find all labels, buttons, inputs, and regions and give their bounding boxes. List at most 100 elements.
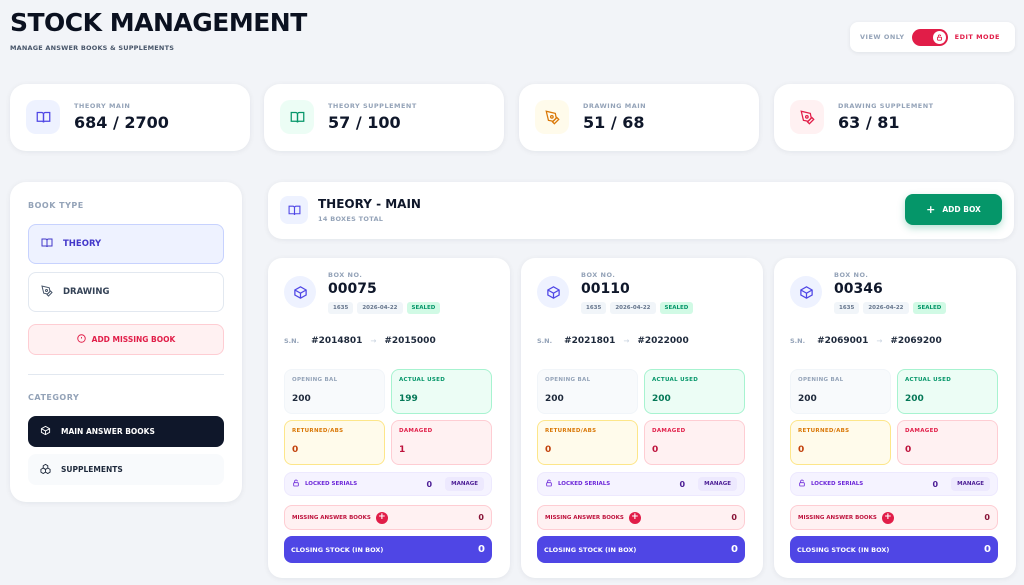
stat-label: DRAWING SUPPLEMENT [838,102,934,110]
box-chips: 1635 2026-04-22 SEALED [834,302,947,314]
page-subtitle: MANAGE ANSWER BOOKS & SUPPLEMENTS [10,44,175,52]
tile-label: RETURNED/ABS [292,428,344,434]
add-missing-plus-icon[interactable]: + [881,511,894,524]
lock-icon [798,479,806,489]
box-date-chip: 2026-04-22 [863,302,909,314]
add-box-button[interactable]: + ADD BOX [905,194,1002,225]
box-card: BOX NO. 00110 1635 2026-04-22 SEALED S.N… [521,258,763,578]
actual-used-tile: ACTUAL USED 200 [897,369,998,414]
stat-card-drawing-main: DRAWING MAIN 51 / 68 [519,84,759,151]
box-code-chip: 1635 [834,302,860,314]
tile-label: ACTUAL USED [652,377,699,383]
locked-serials-row: LOCKED SERIALS 0 MANAGE [790,472,998,496]
tile-value: 0 [545,445,552,455]
tile-label: RETURNED/ABS [798,428,850,434]
tile-value: 1 [399,445,406,455]
boxes-icon [40,463,51,476]
tile-label: DAMAGED [905,428,939,434]
missing-count: 0 [478,513,484,522]
theory-label: THEORY [63,239,102,249]
damaged-tile[interactable]: DAMAGED 0 [897,420,998,465]
arrow-right-icon: → [370,337,377,345]
closing-count: 0 [731,544,738,555]
alert-circle-icon [76,334,86,345]
sn-to: #2022000 [637,336,689,346]
opening-balance-tile: OPENING BAL 200 [537,369,638,414]
serial-range: S.N. #2069001 → #2069200 [790,336,942,346]
stat-value: 63 / 81 [838,113,900,132]
missing-label: MISSING ANSWER BOOKS [798,514,877,521]
tile-label: OPENING BAL [798,377,844,383]
add-missing-book-button[interactable]: ADD MISSING BOOK [28,324,224,355]
locked-count: 0 [679,479,686,489]
book-open-icon [280,100,314,134]
manage-button[interactable]: MANAGE [951,477,990,491]
category-main-answer-books-button[interactable]: MAIN ANSWER BOOKS [28,416,224,447]
box-icon [40,425,51,438]
opening-balance-tile: OPENING BAL 200 [790,369,891,414]
edit-mode-label: EDIT MODE [954,33,1000,41]
box-code-chip: 1635 [581,302,607,314]
missing-answer-books-row: MISSING ANSWER BOOKS + 0 [284,505,492,530]
box-date-chip: 2026-04-22 [610,302,656,314]
box-number: 00346 [834,281,883,297]
stat-label: THEORY MAIN [74,102,131,110]
add-missing-label: ADD MISSING BOOK [91,335,176,344]
returned-tile[interactable]: RETURNED/ABS 0 [790,420,891,465]
missing-answer-books-row: MISSING ANSWER BOOKS + 0 [537,505,745,530]
lock-icon [932,30,946,44]
tile-value: 0 [798,445,805,455]
closing-count: 0 [984,544,991,555]
closing-label: CLOSING STOCK (IN BOX) [291,545,384,554]
tile-label: DAMAGED [652,428,686,434]
supplements-label: SUPPLEMENTS [61,465,123,474]
tile-label: OPENING BAL [292,377,338,383]
book-type-drawing-button[interactable]: DRAWING [28,272,224,312]
box-number: 00075 [328,281,377,297]
locked-label: LOCKED SERIALS [558,481,611,487]
sn-from: #2014801 [311,336,363,346]
book-type-heading: BOOK TYPE [28,201,84,210]
damaged-tile[interactable]: DAMAGED 0 [644,420,745,465]
book-open-icon [280,196,308,224]
arrow-right-icon: → [876,337,883,345]
add-missing-plus-icon[interactable]: + [628,511,641,524]
manage-button[interactable]: MANAGE [698,477,737,491]
missing-answer-books-row: MISSING ANSWER BOOKS + 0 [790,505,998,530]
tile-value: 200 [905,394,924,404]
actual-used-tile: ACTUAL USED 199 [391,369,492,414]
arrow-right-icon: → [623,337,630,345]
closing-stock-row: CLOSING STOCK (IN BOX) 0 [537,536,745,563]
status-badge: SEALED [659,302,694,314]
pen-tool-icon [535,100,569,134]
returned-tile[interactable]: RETURNED/ABS 0 [284,420,385,465]
box-code-chip: 1635 [328,302,354,314]
book-type-theory-button[interactable]: THEORY [28,224,224,264]
box-date-chip: 2026-04-22 [357,302,403,314]
book-open-icon [26,100,60,134]
stat-label: DRAWING MAIN [583,102,647,110]
box-no-label: BOX NO. [834,271,869,279]
box-icon [790,276,822,308]
sn-label: S.N. [790,337,806,345]
add-box-label: ADD BOX [942,205,981,214]
box-chips: 1635 2026-04-22 SEALED [328,302,441,314]
missing-label: MISSING ANSWER BOOKS [292,514,371,521]
sn-to: #2069200 [890,336,942,346]
box-chips: 1635 2026-04-22 SEALED [581,302,694,314]
sn-label: S.N. [284,337,300,345]
pen-tool-icon [41,284,53,300]
tile-value: 0 [905,445,912,455]
tile-label: DAMAGED [399,428,433,434]
damaged-tile[interactable]: DAMAGED 1 [391,420,492,465]
closing-stock-row: CLOSING STOCK (IN BOX) 0 [284,536,492,563]
tile-value: 200 [292,394,311,404]
returned-tile[interactable]: RETURNED/ABS 0 [537,420,638,465]
edit-mode-toggle[interactable] [911,28,948,46]
tile-value: 200 [545,394,564,404]
add-missing-plus-icon[interactable]: + [375,511,388,524]
category-supplements-button[interactable]: SUPPLEMENTS [28,454,224,485]
manage-button[interactable]: MANAGE [445,477,484,491]
lock-icon [545,479,553,489]
box-icon [284,276,316,308]
